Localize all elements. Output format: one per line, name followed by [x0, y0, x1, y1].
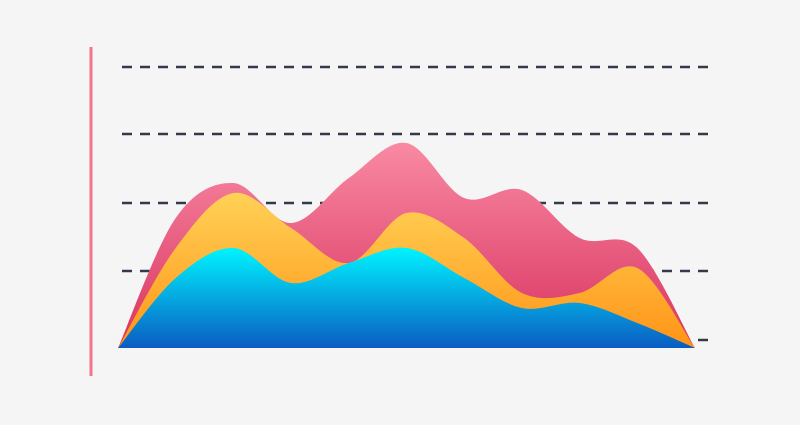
- area: [118, 247, 695, 348]
- areas: [118, 142, 695, 348]
